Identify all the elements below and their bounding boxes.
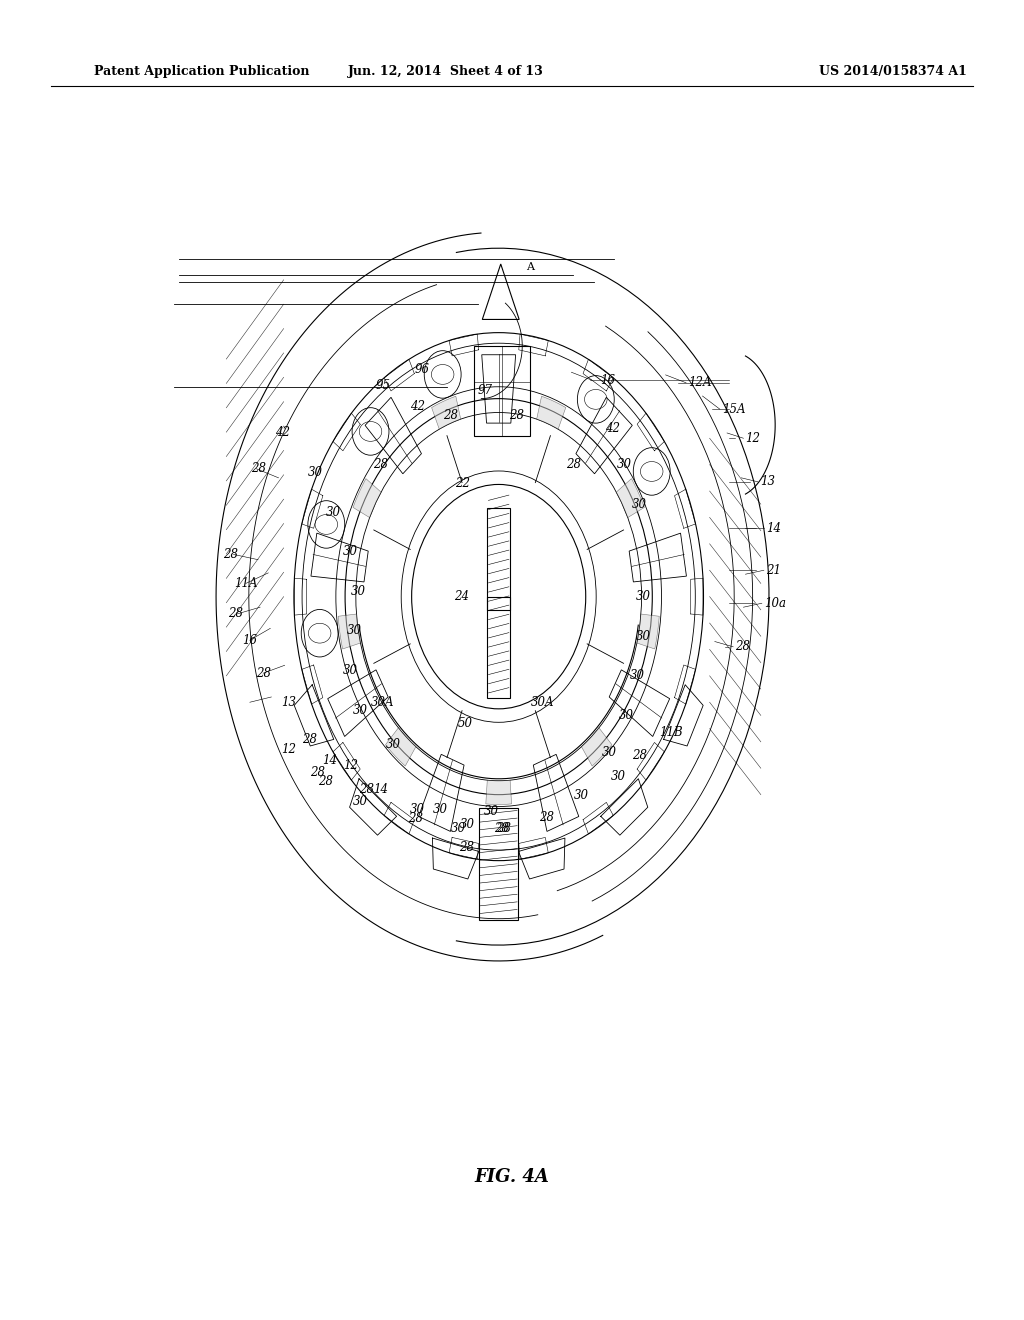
Text: FIG. 4A: FIG. 4A bbox=[474, 1168, 550, 1187]
Polygon shape bbox=[338, 614, 360, 649]
Text: 30: 30 bbox=[574, 789, 589, 803]
Text: 14: 14 bbox=[374, 783, 388, 796]
Text: 28: 28 bbox=[318, 775, 333, 788]
Text: 22: 22 bbox=[456, 477, 470, 490]
Text: 30: 30 bbox=[460, 818, 474, 832]
Text: 30: 30 bbox=[620, 709, 634, 722]
Polygon shape bbox=[431, 396, 461, 429]
Text: 97: 97 bbox=[478, 384, 493, 397]
Text: Jun. 12, 2014  Sheet 4 of 13: Jun. 12, 2014 Sheet 4 of 13 bbox=[347, 65, 544, 78]
Text: 30: 30 bbox=[327, 506, 341, 519]
Text: 21: 21 bbox=[766, 564, 781, 577]
Text: 30: 30 bbox=[411, 803, 425, 816]
Text: 28: 28 bbox=[540, 810, 554, 824]
Text: 30: 30 bbox=[353, 704, 368, 717]
Text: 28: 28 bbox=[359, 783, 374, 796]
Text: 24: 24 bbox=[455, 590, 469, 603]
Text: 16: 16 bbox=[243, 634, 257, 647]
Text: 12A: 12A bbox=[688, 376, 712, 389]
Polygon shape bbox=[537, 396, 566, 429]
Text: 10a: 10a bbox=[764, 597, 785, 610]
Text: 30: 30 bbox=[433, 803, 447, 816]
Text: 30: 30 bbox=[386, 738, 400, 751]
Text: 30: 30 bbox=[343, 664, 357, 677]
Polygon shape bbox=[353, 479, 381, 517]
Text: A: A bbox=[526, 261, 535, 272]
Text: US 2014/0158374 A1: US 2014/0158374 A1 bbox=[819, 65, 967, 78]
Text: 30A: 30A bbox=[372, 696, 394, 709]
Text: 42: 42 bbox=[275, 426, 290, 440]
Bar bbox=[487, 597, 510, 698]
Text: 30: 30 bbox=[636, 630, 650, 643]
Text: 28: 28 bbox=[228, 607, 243, 620]
Text: 12: 12 bbox=[745, 432, 761, 445]
Text: 30: 30 bbox=[308, 466, 323, 479]
Text: 12: 12 bbox=[282, 743, 296, 756]
Text: 28: 28 bbox=[310, 766, 325, 779]
Text: 30: 30 bbox=[484, 805, 499, 818]
Text: 28: 28 bbox=[633, 748, 647, 762]
Polygon shape bbox=[385, 727, 416, 766]
Polygon shape bbox=[637, 614, 659, 649]
Text: 28: 28 bbox=[251, 462, 265, 475]
Text: Patent Application Publication: Patent Application Publication bbox=[94, 65, 309, 78]
Polygon shape bbox=[582, 727, 612, 766]
Text: 28: 28 bbox=[566, 458, 581, 471]
Text: 95: 95 bbox=[376, 379, 390, 392]
Text: 30: 30 bbox=[611, 770, 626, 783]
Text: 30: 30 bbox=[617, 458, 632, 471]
Text: 30: 30 bbox=[343, 545, 357, 558]
Text: 28: 28 bbox=[302, 733, 316, 746]
Text: 30: 30 bbox=[602, 746, 616, 759]
Polygon shape bbox=[616, 479, 644, 517]
Text: 28: 28 bbox=[460, 841, 474, 854]
Text: 30: 30 bbox=[452, 822, 466, 836]
Text: 14: 14 bbox=[766, 521, 781, 535]
Text: 13: 13 bbox=[282, 696, 296, 709]
Text: 30: 30 bbox=[632, 498, 646, 511]
Text: 50: 50 bbox=[458, 717, 472, 730]
Bar bbox=[473, 346, 530, 436]
Text: 28: 28 bbox=[497, 822, 511, 836]
Text: 28: 28 bbox=[735, 640, 751, 653]
Text: 13: 13 bbox=[760, 475, 775, 488]
Text: 30: 30 bbox=[636, 590, 650, 603]
Text: 11A: 11A bbox=[234, 577, 257, 590]
Bar bbox=[479, 808, 518, 920]
Text: 28: 28 bbox=[223, 548, 238, 561]
Text: 28: 28 bbox=[256, 667, 270, 680]
Text: 28: 28 bbox=[443, 409, 458, 422]
Text: 42: 42 bbox=[605, 422, 620, 436]
Text: 28: 28 bbox=[495, 822, 509, 836]
Bar bbox=[487, 508, 510, 610]
Text: 30: 30 bbox=[353, 795, 368, 808]
Polygon shape bbox=[485, 780, 512, 804]
Text: 11B: 11B bbox=[658, 726, 683, 739]
Text: 96: 96 bbox=[415, 363, 429, 376]
Text: 28: 28 bbox=[409, 812, 423, 825]
Text: 42: 42 bbox=[411, 400, 425, 413]
Text: 15A: 15A bbox=[722, 403, 745, 416]
Text: 30: 30 bbox=[351, 585, 366, 598]
Text: 16: 16 bbox=[600, 374, 615, 387]
Text: 14: 14 bbox=[323, 754, 337, 767]
Text: 30: 30 bbox=[630, 669, 644, 682]
Text: 28: 28 bbox=[374, 458, 388, 471]
Text: 30A: 30A bbox=[531, 696, 554, 709]
Text: 30: 30 bbox=[347, 624, 361, 638]
Text: 28: 28 bbox=[509, 409, 523, 422]
Text: 12: 12 bbox=[343, 759, 357, 772]
